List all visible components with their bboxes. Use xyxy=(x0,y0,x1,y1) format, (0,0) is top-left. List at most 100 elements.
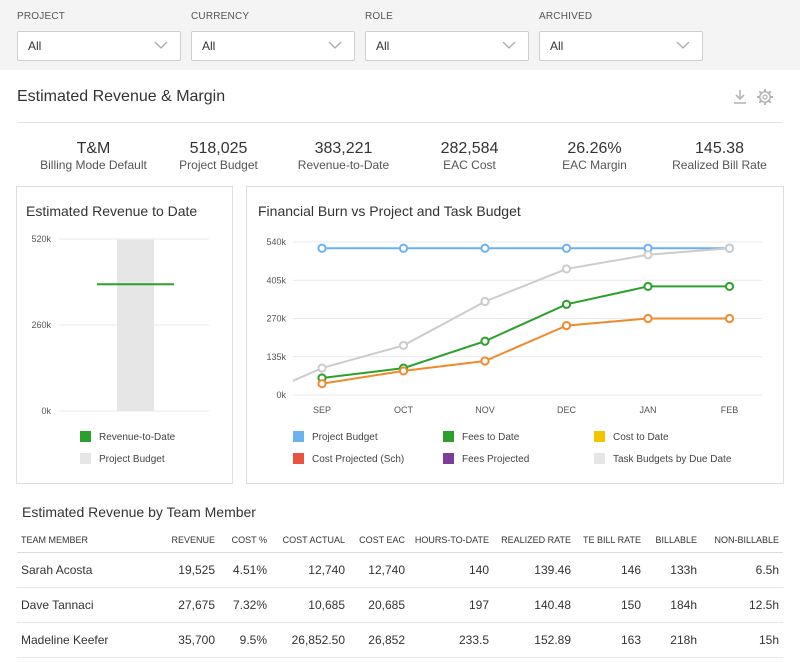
table-cell: 20,685 xyxy=(349,587,409,623)
table-cell: 139.46 xyxy=(493,552,575,588)
legend-swatch xyxy=(293,431,304,442)
divider xyxy=(17,122,783,123)
table-cell: 163 xyxy=(575,622,645,658)
kpi-project-budget: 518,025 Project Budget xyxy=(156,140,281,172)
team-member-table: TEAM MEMBER REVENUE COST % COST ACTUAL C… xyxy=(17,528,783,658)
column-header[interactable]: BILLABLE xyxy=(645,528,701,553)
legend-label: Project Budget xyxy=(312,432,378,443)
legend-label: Project Budget xyxy=(99,454,165,465)
table-cell: 26,852 xyxy=(349,622,409,658)
filter-label: PROJECT xyxy=(17,11,66,22)
data-point xyxy=(643,250,653,260)
legend-label: Fees Projected xyxy=(462,454,530,465)
legend-swatch xyxy=(80,431,91,442)
table-row[interactable]: Sarah Acosta 19,525 4.51% 12,740 12,740 … xyxy=(17,552,783,588)
column-header[interactable]: TEAM MEMBER xyxy=(17,528,157,553)
kpi-value: 383,221 xyxy=(314,140,373,157)
table-cell: 19,525 xyxy=(157,552,219,588)
download-icon[interactable] xyxy=(731,88,749,106)
chevron-down-icon xyxy=(676,41,690,49)
y-tick-label: 260k xyxy=(31,320,51,330)
kpi-value: T&M xyxy=(76,140,111,157)
data-point xyxy=(561,320,572,331)
select-value: All xyxy=(28,39,42,53)
team-member-name: Dave Tannaci xyxy=(17,587,157,623)
table-row[interactable]: Madeline Keefer 35,700 9.5% 26,852.50 26… xyxy=(17,622,783,658)
project-select[interactable]: All xyxy=(17,31,181,61)
role-select[interactable]: All xyxy=(365,31,529,61)
gear-icon[interactable] xyxy=(756,88,774,106)
data-point xyxy=(480,296,490,307)
table-cell: 197 xyxy=(409,587,493,623)
column-header[interactable]: COST ACTUAL xyxy=(271,528,349,553)
chevron-down-icon xyxy=(328,41,342,49)
data-point xyxy=(480,243,490,253)
series-line xyxy=(321,285,730,379)
select-value: All xyxy=(550,39,564,53)
legend-item: Project Budget xyxy=(80,453,165,465)
table-title: Estimated Revenue by Team Member xyxy=(22,504,256,520)
kpi-label: Realized Bill Rate xyxy=(672,158,767,172)
legend-swatch xyxy=(443,431,454,442)
filter-bar: PROJECT All CURRENCY All ROLE All ARCHIV… xyxy=(0,0,800,70)
y-tick-label: 520k xyxy=(31,234,51,244)
chevron-down-icon xyxy=(154,41,168,49)
y-tick-label: 0k xyxy=(276,390,286,400)
filter-label: CURRENCY xyxy=(191,11,250,22)
chart-title: Estimated Revenue to Date xyxy=(26,203,198,219)
legend-item: Cost Projected (Sch) xyxy=(293,453,404,465)
column-header[interactable]: HOURS-TO-DATE xyxy=(409,528,493,553)
select-value: All xyxy=(202,39,216,53)
column-header[interactable]: TE BILL RATE xyxy=(575,528,645,553)
table-cell: 133h xyxy=(645,552,701,588)
data-point xyxy=(317,363,327,373)
table-cell: 9.5% xyxy=(219,622,271,658)
table-cell: 10,685 xyxy=(271,587,349,623)
kpi-label: EAC Cost xyxy=(443,158,496,172)
kpi-label: Revenue-to-Date xyxy=(297,158,390,172)
legend-item: Cost to Date xyxy=(594,431,669,443)
filter-project: PROJECT All xyxy=(17,10,181,61)
table-cell: 184h xyxy=(645,587,701,623)
y-tick-label: 540k xyxy=(266,237,286,247)
data-point xyxy=(643,313,653,324)
data-point xyxy=(724,243,735,253)
legend-item: Fees Projected xyxy=(443,453,529,465)
column-header[interactable]: REVENUE xyxy=(157,528,219,553)
x-tick-label: DEC xyxy=(557,405,577,415)
legend-label: Cost to Date xyxy=(613,432,669,443)
legend-item: Task Budgets by Due Date xyxy=(594,453,731,465)
legend-label: Revenue-to-Date xyxy=(99,432,176,443)
legend-swatch xyxy=(443,453,454,464)
archived-select[interactable]: All xyxy=(539,31,703,61)
x-tick-label: OCT xyxy=(394,405,414,415)
legend-item: Revenue-to-Date xyxy=(80,431,175,443)
table-cell: 26,852.50 xyxy=(271,622,349,658)
series-line xyxy=(321,317,730,385)
legend-swatch xyxy=(293,453,304,464)
kpi-value: 26.26% xyxy=(567,140,622,157)
filter-label: ARCHIVED xyxy=(539,11,593,22)
column-header[interactable]: COST EAC xyxy=(349,528,409,553)
column-header[interactable]: NON-BILLABLE xyxy=(701,528,783,553)
financial-burn-chart: 540k 405k 270k 135k 0k SEP OCT NOV DEC JAN FEB xyxy=(266,237,762,415)
column-header[interactable]: COST % xyxy=(219,528,271,553)
table-cell: 146 xyxy=(575,552,645,588)
currency-select[interactable]: All xyxy=(191,31,355,61)
table-cell: 12,740 xyxy=(271,552,349,588)
kpi-value: 145.38 xyxy=(695,140,744,157)
kpi-label: EAC Margin xyxy=(562,158,627,172)
x-tick-label: JAN xyxy=(639,405,656,415)
kpi-eac-cost: 282,584 EAC Cost xyxy=(407,140,532,172)
filter-currency: CURRENCY All xyxy=(191,10,355,61)
table-header-row: TEAM MEMBER REVENUE COST % COST ACTUAL C… xyxy=(17,528,783,553)
filter-archived: ARCHIVED All xyxy=(539,10,703,61)
kpi-value: 518,025 xyxy=(189,140,248,157)
kpi-revenue-to-date: 383,221 Revenue-to-Date xyxy=(281,140,406,172)
table-row[interactable]: Dave Tannaci 27,675 7.32% 10,685 20,685 … xyxy=(17,587,783,623)
data-point xyxy=(317,379,327,389)
y-tick-label: 135k xyxy=(266,352,286,362)
team-member-name: Madeline Keefer xyxy=(17,622,157,658)
column-header[interactable]: REALIZED RATE xyxy=(493,528,575,553)
table-cell: 152.89 xyxy=(493,622,575,658)
